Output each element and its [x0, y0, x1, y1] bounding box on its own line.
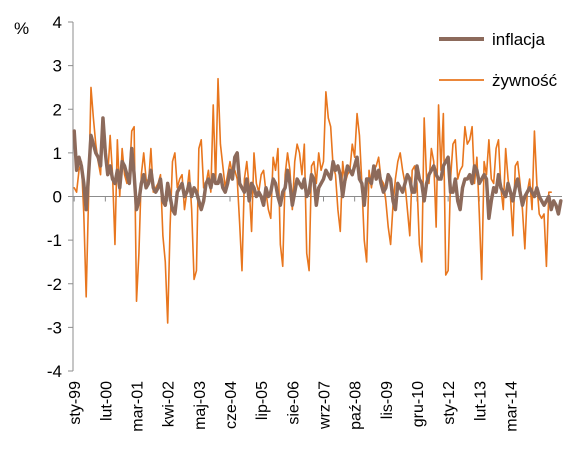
legend-label-inflacja: inflacja: [492, 30, 545, 49]
x-tick-label: mar-14: [503, 381, 520, 432]
plot-area: [72, 77, 563, 324]
y-tick-label: 2: [53, 100, 62, 119]
x-tick-label: sie-06: [285, 381, 302, 425]
x-tick-label: paź-08: [348, 381, 365, 430]
y-tick-label: 4: [53, 13, 62, 32]
x-tick-label: wrz-07: [316, 381, 333, 430]
x-tick-label: lip-05: [254, 381, 271, 420]
y-tick-label: -2: [47, 275, 62, 294]
series-line-inflacja: [72, 116, 563, 221]
y-axis-unit-label: %: [14, 19, 29, 38]
x-tick-label: cze-04: [223, 381, 240, 429]
legend-label-zywnosc: żywność: [492, 71, 558, 90]
x-tick-label: maj-03: [192, 381, 209, 430]
y-tick-label: 3: [53, 57, 62, 76]
x-tick-label: mar-01: [130, 381, 147, 432]
y-tick-label: 1: [53, 144, 62, 163]
legend: inflacja żywność: [439, 30, 558, 90]
y-tick-label: -4: [47, 362, 62, 381]
x-tick-label: lis-09: [379, 381, 396, 419]
x-tick-label: gru-10: [410, 381, 427, 427]
x-tick-label: sty-12: [441, 381, 458, 425]
y-tick-label: 0: [53, 188, 62, 207]
x-tick-label: sty-99: [67, 381, 84, 425]
y-tick-label: -3: [47, 318, 62, 337]
y-axis: 4 3 2 1 0 -1 -2 -3 -4: [47, 13, 74, 381]
x-tick-label: lut-13: [472, 381, 489, 421]
x-tick-label: lut-00: [98, 381, 115, 421]
x-axis: sty-99 lut-00 mar-01 kwi-02 maj-03 cze-04 lip-…: [67, 196, 562, 432]
y-tick-label: -1: [47, 231, 62, 250]
x-tick-label: kwi-02: [161, 381, 178, 427]
